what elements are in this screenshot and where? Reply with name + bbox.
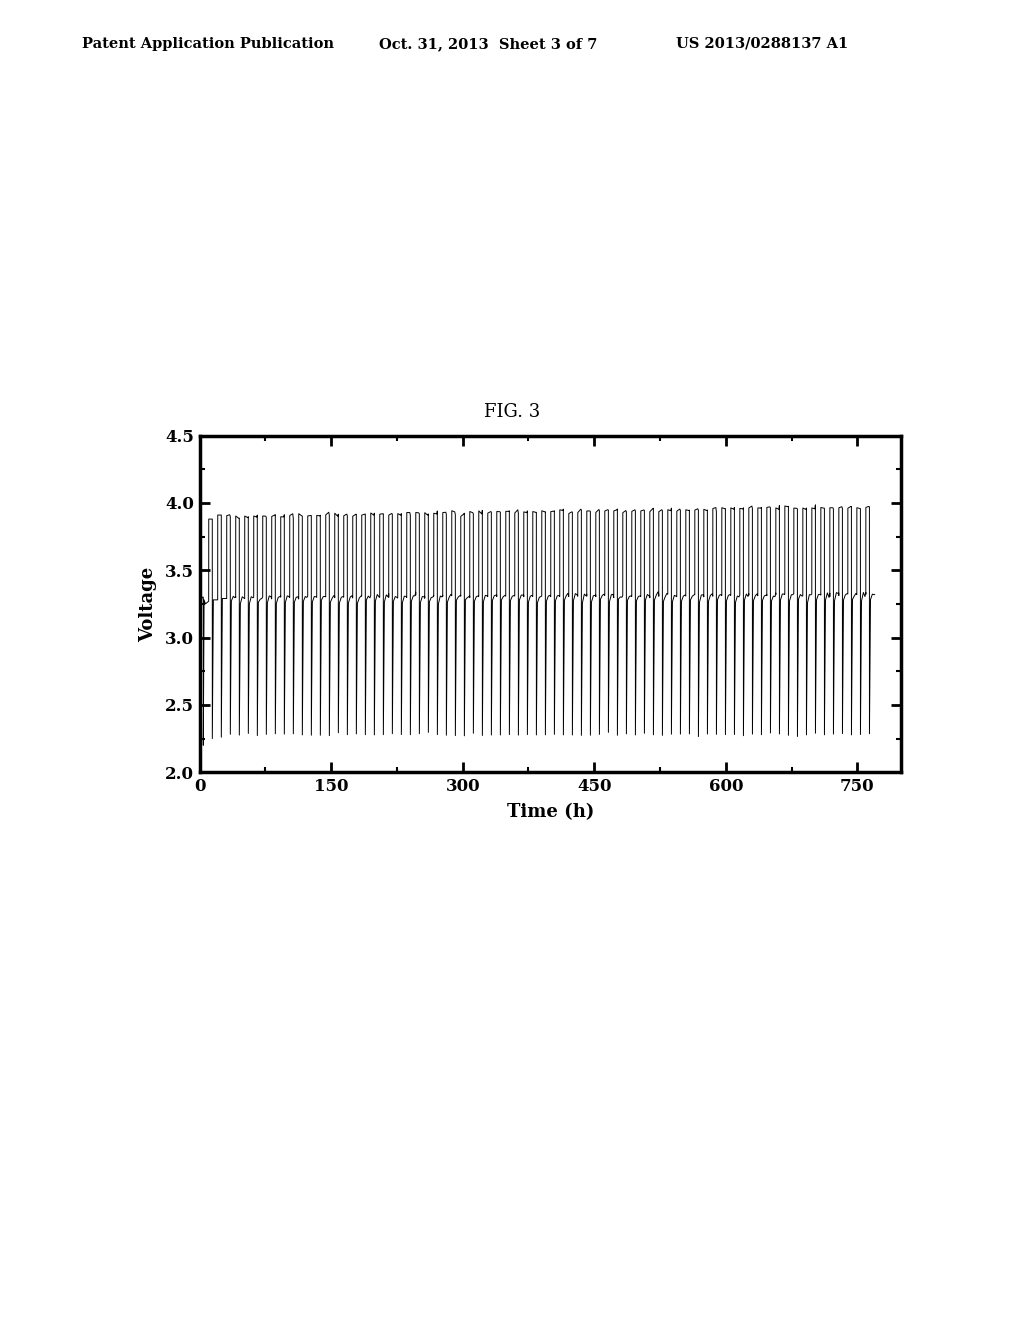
X-axis label: Time (h): Time (h) [507, 803, 594, 821]
Text: FIG. 3: FIG. 3 [484, 403, 540, 421]
Text: US 2013/0288137 A1: US 2013/0288137 A1 [676, 37, 848, 51]
Text: Oct. 31, 2013  Sheet 3 of 7: Oct. 31, 2013 Sheet 3 of 7 [379, 37, 597, 51]
Text: Patent Application Publication: Patent Application Publication [82, 37, 334, 51]
Y-axis label: Voltage: Voltage [139, 566, 157, 642]
